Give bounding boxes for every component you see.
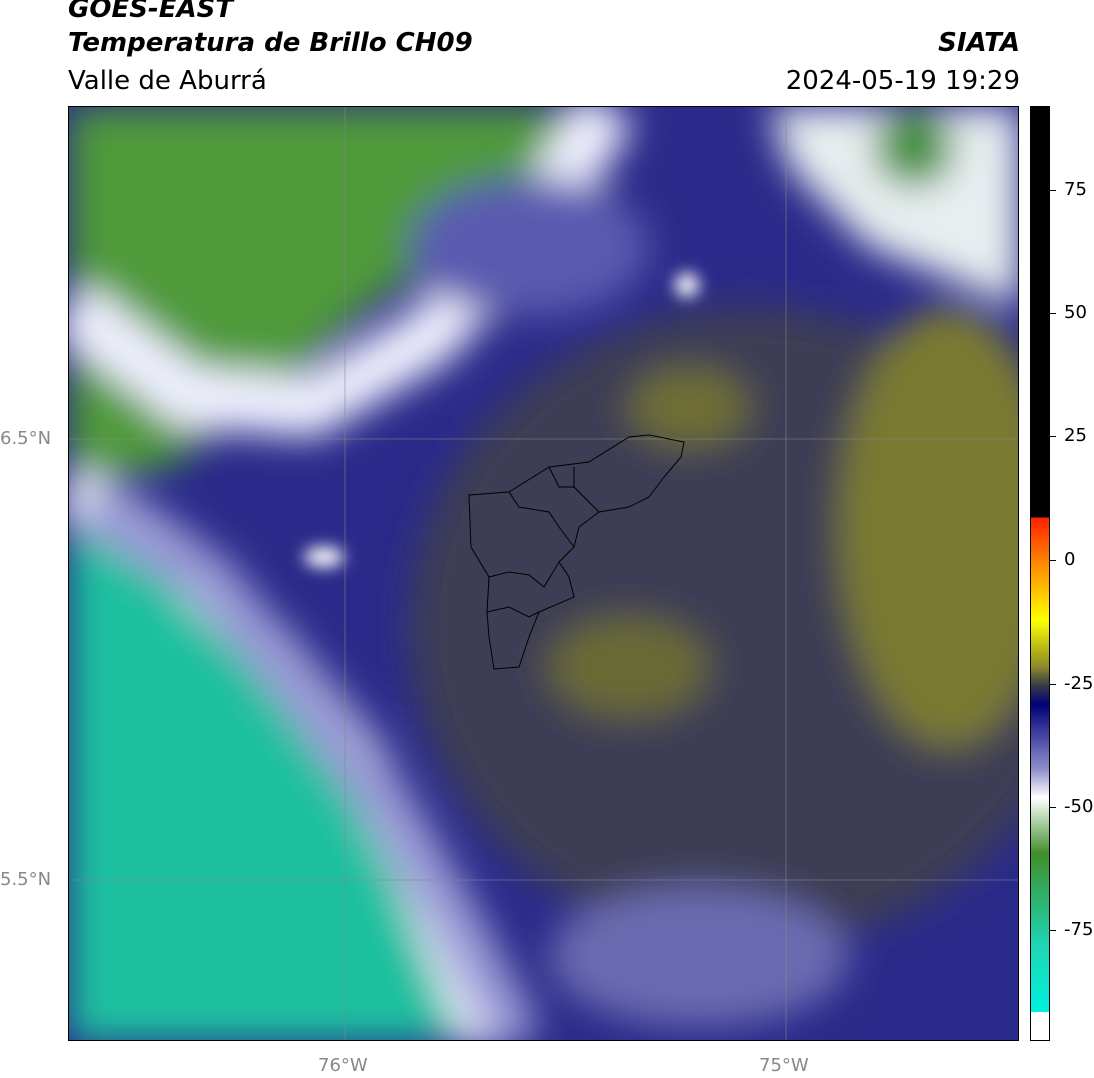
cbar-tick-50 [1050, 313, 1056, 314]
olive-patch-central [549, 617, 709, 717]
product-title: Temperatura de Brillo CH09 [68, 28, 473, 58]
satellite-map [68, 106, 1019, 1041]
cbar-tick-75 [1050, 190, 1056, 191]
cbar-label-50: 50 [1064, 302, 1087, 323]
cbar-tick-minus25 [1050, 684, 1056, 685]
olive-patch-north [629, 367, 749, 447]
cbar-label-minus50: -50 [1064, 796, 1094, 817]
cbar-label-0: 0 [1064, 549, 1076, 570]
org-name: SIATA [938, 28, 1020, 58]
cbar-label-75: 75 [1064, 179, 1087, 200]
lon-label-75w: 75°W [759, 1055, 809, 1076]
green-patch-ne [874, 107, 954, 187]
colorbar [1030, 106, 1050, 1041]
teal-region [69, 477, 488, 1040]
lavender-patch-south [549, 887, 849, 1027]
white-region-ne [769, 107, 1018, 307]
cbar-label-25: 25 [1064, 425, 1087, 446]
cbar-label-minus75: -75 [1064, 919, 1094, 940]
municipal-boundaries [468, 434, 685, 670]
cbar-tick-0 [1050, 560, 1056, 561]
region-name: Valle de Aburrá [68, 66, 267, 96]
cbar-label-minus25: -25 [1064, 673, 1094, 694]
satellite-name: GOES-EAST [68, 0, 234, 24]
map-image [69, 107, 1018, 1040]
cbar-tick-25 [1050, 436, 1056, 437]
white-spot [675, 273, 699, 297]
cbar-tick-minus50 [1050, 807, 1056, 808]
olive-patch-east [839, 307, 1018, 747]
timestamp: 2024-05-19 19:29 [785, 66, 1020, 96]
cbar-tick-minus75 [1050, 930, 1056, 931]
lat-label-5-5n: 5.5°N [0, 869, 52, 890]
lavender-band [76, 485, 542, 1040]
white-spot-west [304, 547, 344, 567]
lon-label-76w: 76°W [318, 1055, 368, 1076]
lat-label-6-5n: 6.5°N [0, 428, 52, 449]
lavender-patch-north [409, 177, 649, 317]
